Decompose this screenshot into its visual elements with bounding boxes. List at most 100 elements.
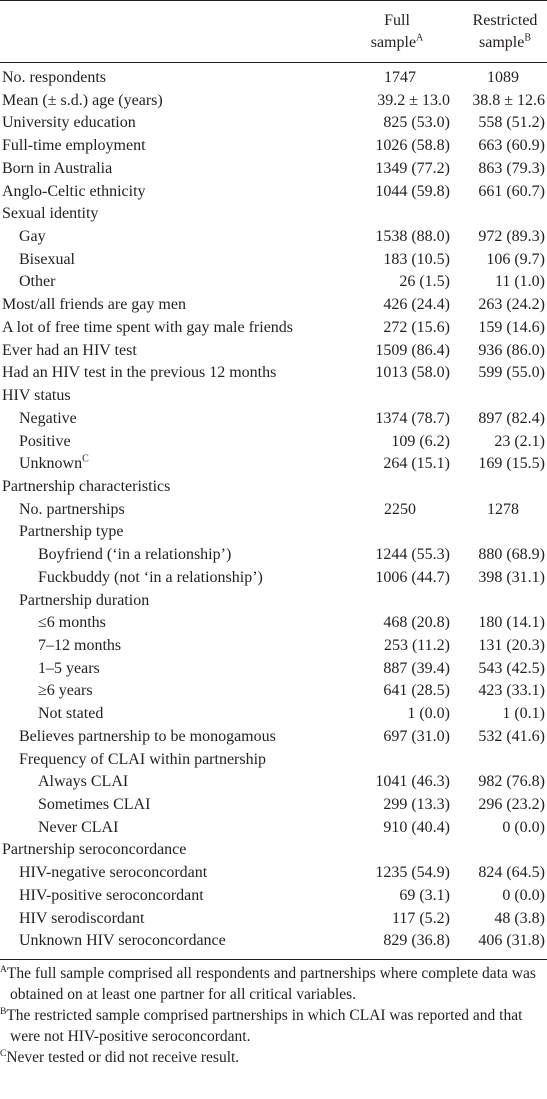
table-row: HIV-positive seroconcordant 69 (3.1) 0 (0.… (0, 885, 547, 908)
cell-full-sample: 272 (15.6) (383, 318, 450, 336)
column-header-line: Restricted (472, 12, 538, 29)
cell-full-sample: 264 (15.1) (383, 455, 450, 473)
row-label: 1–5 years (38, 658, 100, 681)
row-label-text: Not stated (38, 705, 104, 723)
table-row: Frequency of CLAI within partnership (0, 749, 547, 772)
row-label-text: Always CLAI (38, 773, 129, 791)
row-label: Fuckbuddy (not ‘in a relationship’) (38, 567, 263, 590)
row-label: A lot of free time spent with gay male f… (2, 317, 293, 340)
row-label-text: Boyfriend (‘in a relationship’) (38, 546, 232, 564)
cell-restricted-sample: 663 (60.9) (478, 137, 545, 155)
table-row: Unknown HIV seroconcordance 829 (36.8) 406… (0, 930, 547, 953)
row-label: 7–12 months (38, 635, 121, 658)
cell-restricted-sample: 48 (3.8) (494, 909, 545, 927)
row-label-text: Partnership seroconcordance (2, 841, 187, 859)
table-row: Always CLAI 1041 (46.3) 982 (76.8) (0, 771, 547, 794)
cell-full-sample: 2250 (384, 500, 416, 518)
row-label: Other (19, 271, 55, 294)
table-row: A lot of free time spent with gay male f… (0, 317, 547, 340)
row-label: University education (2, 112, 136, 135)
row-label: Mean (± s.d.) age (years) (2, 90, 163, 113)
column-header-text: sample (479, 34, 525, 51)
cell-restricted-sample: 543 (42.5) (478, 659, 545, 677)
row-label: Not stated (38, 703, 103, 726)
cell-full-sample: 1374 (78.7) (375, 409, 450, 427)
table-row: Other 26 (1.5) 11 (1.0) (0, 271, 547, 294)
cell-restricted-sample: 159 (14.6) (478, 318, 545, 336)
table-body: No. respondents 1747 1089 Mean (± s.d.) age… (0, 67, 547, 953)
cell-full-sample: 1509 (86.4) (375, 341, 450, 359)
table-row: No. respondents 1747 1089 (0, 67, 547, 90)
table-row: Sexual identity (0, 203, 547, 226)
row-label: Had an HIV test in the previous 12 month… (2, 362, 276, 385)
row-label-text: Bisexual (19, 250, 75, 268)
row-label: Sometimes CLAI (38, 794, 150, 817)
row-label-text: University education (2, 114, 136, 132)
table-footnotes: AThe full sample comprised all responden… (0, 963, 547, 1068)
row-label: No. partnerships (19, 499, 125, 522)
cell-full-sample: 426 (24.4) (383, 296, 450, 314)
cell-full-sample: 1235 (54.9) (375, 864, 450, 882)
table-row: Believes partnership to be monogamous 697… (0, 726, 547, 749)
footnote-text: Never tested or did not receive result. (6, 1049, 240, 1066)
column-header-line: sampleB (459, 32, 547, 54)
cell-restricted-sample: 558 (51.2) (478, 114, 545, 132)
row-label-text: HIV serodiscordant (19, 909, 145, 927)
row-label-text: Other (19, 273, 56, 291)
cell-full-sample: 1006 (44.7) (375, 568, 450, 586)
table-row: Negative 1374 (78.7) 897 (82.4) (0, 408, 547, 431)
footnote-mark: C (82, 453, 89, 465)
table-row: ≤6 months 468 (20.8) 180 (14.1) (0, 612, 547, 635)
cell-full-sample: 468 (20.8) (383, 614, 450, 632)
table-row: 1–5 years 887 (39.4) 543 (42.5) (0, 658, 547, 681)
cell-restricted-sample: 263 (24.2) (478, 296, 545, 314)
row-label: HIV-negative seroconcordant (19, 862, 207, 885)
cell-full-sample: 1349 (77.2) (375, 159, 450, 177)
cell-full-sample: 1026 (58.8) (375, 137, 450, 155)
footnote: BThe restricted sample comprised partner… (0, 1005, 547, 1047)
table-row: Born in Australia 1349 (77.2) 863 (79.3) (0, 158, 547, 181)
cell-full-sample: 1044 (59.8) (375, 182, 450, 200)
cell-restricted-sample: 936 (86.0) (478, 341, 545, 359)
row-label-text: ≤6 months (38, 614, 106, 632)
row-label-text: HIV-positive seroconcordant (19, 886, 204, 904)
row-label-text: 1–5 years (38, 659, 100, 677)
row-label-text: Born in Australia (2, 159, 113, 177)
cell-restricted-sample: 897 (82.4) (478, 409, 545, 427)
row-label: ≤6 months (38, 612, 106, 635)
cell-restricted-sample: 1278 (487, 500, 519, 518)
row-label-text: Fuckbuddy (not ‘in a relationship’) (38, 568, 263, 586)
cell-restricted-sample: 599 (55.0) (478, 364, 545, 382)
footnote-text: The full sample comprised all respondent… (6, 965, 536, 1003)
row-label: Partnership type (19, 521, 123, 544)
table-row: Never CLAI 910 (40.4) 0 (0.0) (0, 817, 547, 840)
cell-full-sample: 1 (0.0) (407, 705, 450, 723)
table-row: HIV serodiscordant 117 (5.2) 48 (3.8) (0, 908, 547, 931)
row-label: Positive (19, 431, 71, 454)
row-label: UnknownC (19, 453, 89, 476)
footnote-mark: B (524, 32, 531, 44)
cell-full-sample: 299 (13.3) (383, 796, 450, 813)
row-label: ≥6 years (38, 680, 93, 703)
table-row: UnknownC 264 (15.1) 169 (15.5) (0, 453, 547, 476)
row-label-text: HIV status (2, 387, 71, 405)
cell-full-sample: 109 (6.2) (391, 432, 450, 450)
table-row: Partnership seroconcordance (0, 839, 547, 862)
table-row: Fuckbuddy (not ‘in a relationship’) 1006 … (0, 567, 547, 590)
footnote: CNever tested or did not receive result. (0, 1047, 547, 1068)
table-row: Mean (± s.d.) age (years) 39.2 ± 13.0 38.8… (0, 90, 547, 113)
cell-restricted-sample: 661 (60.7) (478, 182, 545, 200)
table-row: Had an HIV test in the previous 12 month… (0, 362, 547, 385)
table-row: Full-time employment 1026 (58.8) 663 (60.9… (0, 135, 547, 158)
cell-restricted-sample: 38.8 ± 12.6 (472, 91, 545, 109)
table-row: Bisexual 183 (10.5) 106 (9.7) (0, 249, 547, 272)
footnote-mark: A (0, 964, 7, 975)
cell-restricted-sample: 972 (89.3) (478, 228, 545, 246)
table-row: Gay 1538 (88.0) 972 (89.3) (0, 226, 547, 249)
cell-restricted-sample: 880 (68.9) (478, 546, 545, 564)
cell-restricted-sample: 423 (33.1) (478, 682, 545, 700)
cell-restricted-sample: 824 (64.5) (478, 864, 545, 882)
cell-full-sample: 825 (53.0) (383, 114, 450, 132)
row-label-text: HIV-negative seroconcordant (19, 864, 208, 882)
cell-restricted-sample: 131 (20.3) (478, 636, 545, 654)
